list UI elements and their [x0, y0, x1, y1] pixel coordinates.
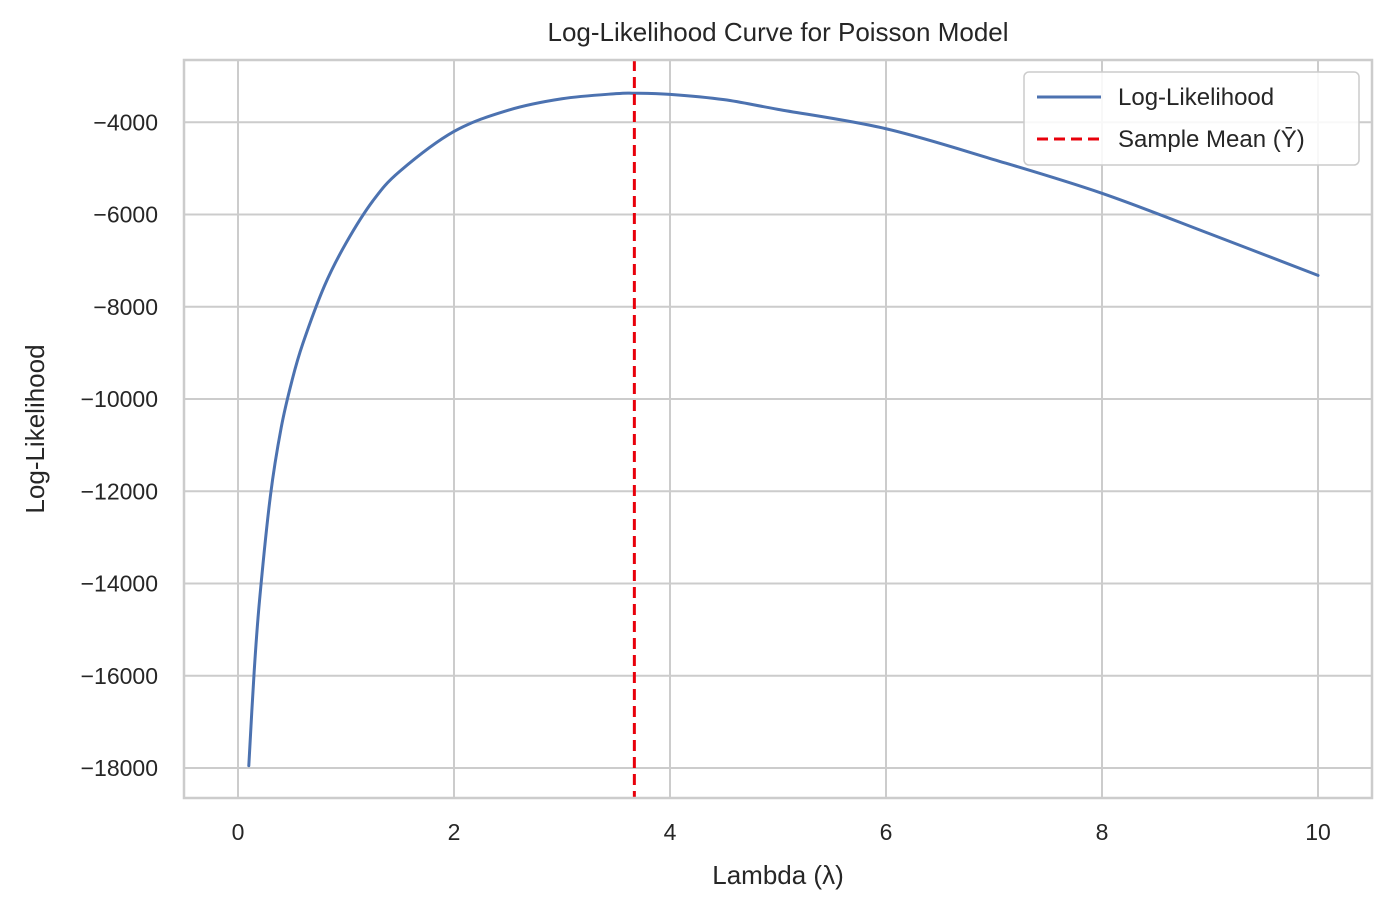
chart-title: Log-Likelihood Curve for Poisson Model	[547, 17, 1008, 47]
y-tick-label: −10000	[81, 386, 158, 412]
y-tick-label: −6000	[93, 202, 158, 228]
x-tick-labels: 0 2 4 6 8 10	[232, 819, 1331, 845]
x-tick-label: 10	[1305, 819, 1331, 845]
y-tick-label: −4000	[93, 109, 158, 135]
y-tick-label: −8000	[93, 294, 158, 320]
legend: Log-Likelihood Sample Mean (Ȳ)	[1023, 71, 1360, 166]
y-tick-label: −14000	[81, 571, 158, 597]
x-axis-title: Lambda (λ)	[712, 860, 844, 890]
x-tick-label: 4	[664, 819, 677, 845]
x-tick-label: 0	[232, 819, 245, 845]
y-tick-label: −12000	[81, 478, 158, 504]
grid-lines	[184, 60, 1372, 798]
legend-box	[1023, 71, 1360, 166]
x-tick-label: 8	[1096, 819, 1109, 845]
series-line-log-likelihood	[247, 91, 1320, 768]
y-tick-label: −18000	[81, 755, 158, 781]
plot-area: 0 2 4 6 8 10 −4000 −6000 −8000 −10000 −12000 −1400…	[81, 58, 1374, 845]
legend-label-log-likelihood: Log-Likelihood	[1118, 84, 1274, 111]
plot-frame	[182, 58, 1374, 800]
series-layer	[247, 60, 1320, 798]
x-tick-label: 6	[880, 819, 893, 845]
y-tick-labels: −4000 −6000 −8000 −10000 −12000 −14000 −16000 −…	[81, 109, 158, 781]
y-axis-title: Log-Likelihood	[20, 344, 50, 513]
y-tick-label: −16000	[81, 663, 158, 689]
x-tick-label: 2	[448, 819, 461, 845]
legend-label-sample-mean: Sample Mean (Ȳ)	[1118, 126, 1305, 153]
